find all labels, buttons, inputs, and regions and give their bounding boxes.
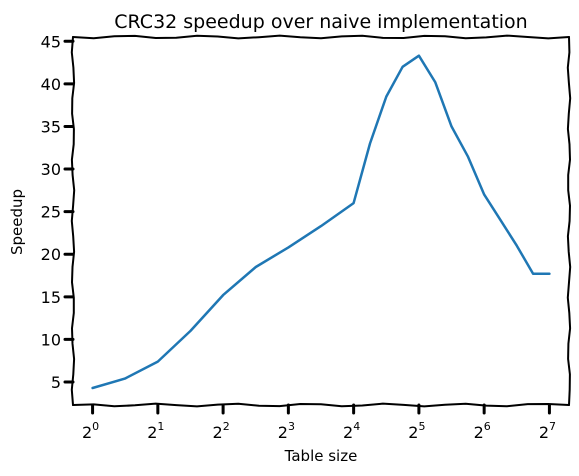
x-tick-label: 25 xyxy=(408,420,425,442)
chart-title: CRC32 speedup over naive implementation xyxy=(114,11,527,33)
y-tick-label: 15 xyxy=(41,288,61,307)
y-tick-label: 30 xyxy=(41,160,61,179)
series-line xyxy=(91,54,551,390)
frame-bottom xyxy=(72,402,570,408)
x-tick-label: 24 xyxy=(343,420,360,442)
frame-top xyxy=(72,34,570,40)
x-axis-label: Table size xyxy=(284,447,358,465)
y-axis-label: Speedup xyxy=(8,189,26,255)
y-tick-label: 35 xyxy=(41,117,61,136)
y-tick-label: 5 xyxy=(51,373,61,392)
y-tick-label: 10 xyxy=(41,330,61,349)
frame-left xyxy=(70,36,76,406)
x-tick-label: 23 xyxy=(278,420,295,442)
x-tick-label: 27 xyxy=(539,420,556,442)
x-tick-label: 22 xyxy=(213,420,230,442)
series-layer xyxy=(91,54,551,390)
plot-frame xyxy=(70,34,572,408)
x-tick-label: 26 xyxy=(474,420,491,442)
y-tick-label: 40 xyxy=(41,75,61,94)
x-axis-ticks: 20 21 22 23 24 25 26 27 xyxy=(82,403,556,442)
y-tick-label: 25 xyxy=(41,203,61,222)
x-tick-label: 21 xyxy=(147,420,164,442)
x-tick-label: 20 xyxy=(82,420,99,442)
y-tick-label: 45 xyxy=(41,32,61,51)
y-tick-label: 20 xyxy=(41,245,61,264)
y-axis-ticks: 5 10 15 20 25 30 35 40 45 xyxy=(41,32,75,392)
frame-right xyxy=(566,36,572,406)
